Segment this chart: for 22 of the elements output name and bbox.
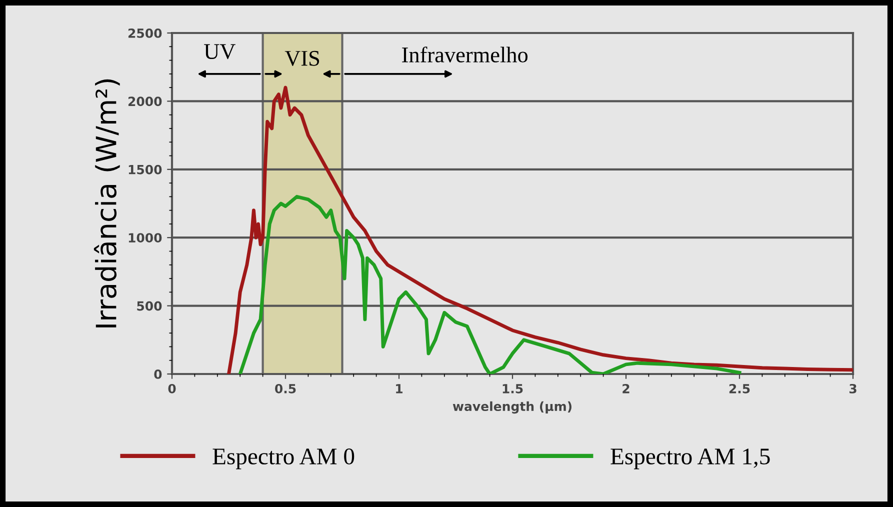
x-tick-label: 2.5 <box>729 384 750 394</box>
legend-label: Espectro AM 1,5 <box>610 448 770 470</box>
x-tick-label: 1 <box>396 384 402 394</box>
y-axis-title: Irradiância (W/m²) <box>94 79 120 328</box>
x-tick-label: 3 <box>849 384 856 394</box>
annotation: UV <box>204 44 236 60</box>
x-tick-label: 1.5 <box>502 384 523 394</box>
legend-label: Espectro AM 0 <box>212 448 354 470</box>
x-tick-label: 2 <box>622 384 630 394</box>
y-tick-label: 1000 <box>128 233 162 243</box>
annotation: Infravermelho <box>402 46 528 62</box>
x-tick-label: 0 <box>168 384 176 394</box>
band-label: VIS <box>284 50 320 66</box>
y-tick-label: 500 <box>137 301 162 311</box>
y-tick-label: 2000 <box>128 96 162 106</box>
y-tick-label: 2500 <box>128 28 162 38</box>
x-tick-label: 0.5 <box>275 384 296 394</box>
y-tick-label: 0 <box>154 369 162 379</box>
y-tick-label: 1500 <box>128 164 162 174</box>
line-series <box>238 194 742 374</box>
x-axis-title: wavelength (µm) <box>452 401 572 414</box>
line-series <box>227 86 853 374</box>
